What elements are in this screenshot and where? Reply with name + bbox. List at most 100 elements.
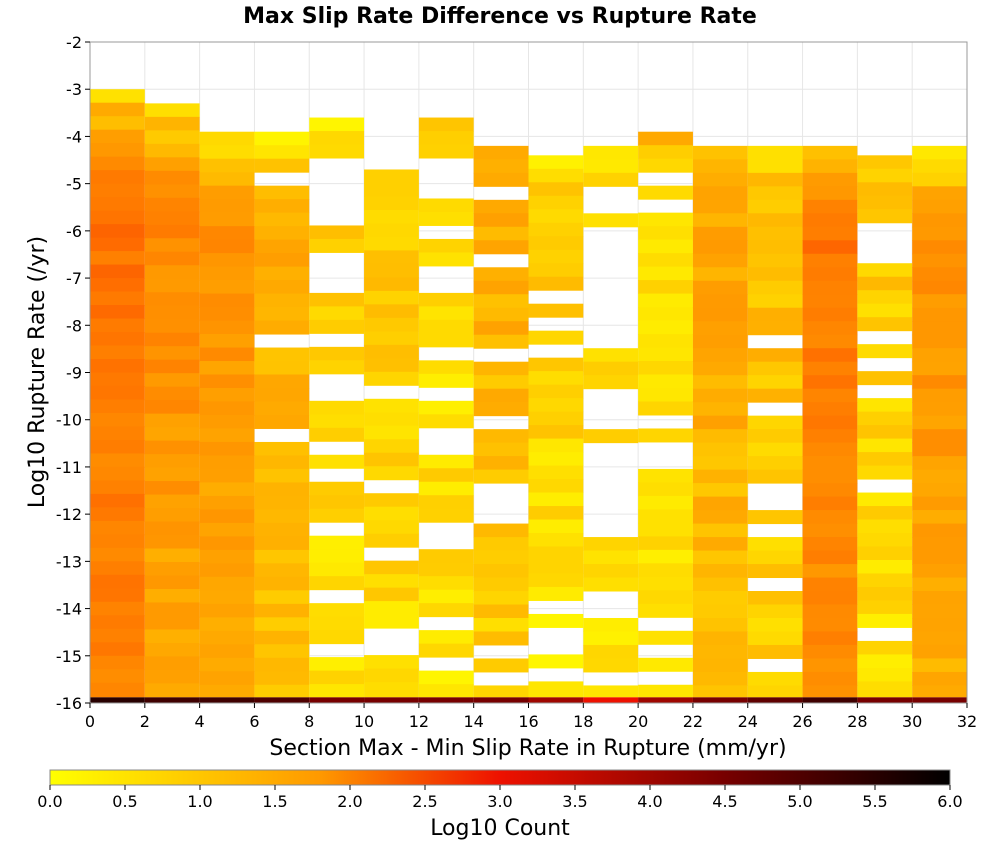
heatmap-cell <box>199 307 255 322</box>
heatmap-cell <box>802 348 858 363</box>
heatmap-cell <box>912 483 967 498</box>
heatmap-cell <box>692 280 748 295</box>
heatmap-cell <box>747 617 803 632</box>
heatmap-cell <box>802 159 858 174</box>
heatmap-cell <box>692 334 748 349</box>
heatmap-cell <box>912 510 967 525</box>
heatmap-cell <box>418 333 474 348</box>
heatmap-cell <box>528 533 584 547</box>
heatmap-cell <box>309 562 365 577</box>
x-tick-label: 28 <box>847 712 867 731</box>
heatmap-cell <box>90 574 145 589</box>
heatmap-cell <box>692 415 748 430</box>
heatmap-cell <box>199 280 255 295</box>
heatmap-cell <box>692 685 748 698</box>
heatmap-cell <box>802 172 858 187</box>
heatmap-cell <box>254 239 310 254</box>
heatmap-cell <box>802 267 858 282</box>
heatmap-cell <box>638 563 693 578</box>
heatmap-cell <box>638 549 693 564</box>
heatmap-cell <box>473 294 529 309</box>
heatmap-cell <box>364 371 419 386</box>
heatmap-cell <box>583 172 639 187</box>
heatmap-cell <box>90 493 145 508</box>
heatmap-cell <box>692 523 748 538</box>
heatmap-cell <box>692 456 748 471</box>
heatmap-cell <box>144 602 200 617</box>
heatmap-cell <box>802 199 858 214</box>
heatmap-cell <box>802 415 858 430</box>
heatmap-cell <box>528 263 584 278</box>
heatmap-cell <box>583 159 639 174</box>
heatmap-cell <box>90 102 145 117</box>
x-tick-label: 10 <box>354 712 374 731</box>
heatmap-cell <box>144 427 200 442</box>
heatmap-cell <box>309 684 365 698</box>
heatmap-cell <box>144 535 200 550</box>
heatmap-cell <box>254 266 310 281</box>
heatmap-cell <box>747 294 803 309</box>
y-tick-label: -2 <box>66 33 82 52</box>
heatmap-cell <box>473 604 529 619</box>
heatmap-cell <box>747 240 803 255</box>
heatmap-cell <box>254 630 310 645</box>
heatmap-cell <box>90 89 145 104</box>
heatmap-cell <box>144 615 200 630</box>
heatmap-cell <box>254 549 310 564</box>
heatmap-cell <box>364 290 419 305</box>
heatmap-cell <box>692 510 748 525</box>
heatmap-cell <box>638 428 693 443</box>
heatmap-cell <box>309 508 365 523</box>
heatmap-cell <box>857 573 913 588</box>
heatmap-cell <box>912 361 967 376</box>
heatmap-cell <box>473 550 529 565</box>
heatmap-cells <box>90 89 967 703</box>
heatmap-cell <box>638 212 693 227</box>
heatmap-cell <box>638 495 693 510</box>
heatmap-cell <box>857 533 913 547</box>
heatmap-cell <box>912 375 967 390</box>
heatmap-cell <box>802 294 858 309</box>
heatmap-cell <box>638 361 693 376</box>
heatmap-cell <box>90 628 145 643</box>
heatmap-cell <box>254 131 310 146</box>
heatmap-cell <box>473 145 529 160</box>
heatmap-cell <box>144 278 200 293</box>
heatmap-cell <box>473 577 529 592</box>
heatmap-cell <box>309 549 365 564</box>
heatmap-cell <box>638 226 693 241</box>
heatmap-cell <box>144 386 200 401</box>
heatmap-cell <box>90 426 145 441</box>
heatmap-cell-bottom <box>90 697 145 703</box>
heatmap-cell <box>418 562 474 577</box>
heatmap-cell <box>473 537 529 552</box>
heatmap-cell <box>90 399 145 414</box>
heatmap-cell <box>692 294 748 309</box>
heatmap-cell <box>144 494 200 509</box>
heatmap-cell <box>912 523 967 538</box>
colorbar-tick-label: 3.0 <box>487 792 512 811</box>
heatmap-cell <box>90 237 145 252</box>
heatmap-cell <box>309 346 365 361</box>
heatmap-cell <box>747 267 803 282</box>
heatmap-cell <box>418 549 474 564</box>
heatmap-cell <box>90 116 145 131</box>
heatmap-cell-bottom <box>747 697 803 703</box>
heatmap-cell <box>364 304 419 319</box>
y-tick-label: -14 <box>56 600 82 619</box>
heatmap-cell <box>254 603 310 618</box>
heatmap-cell-bottom <box>254 697 310 703</box>
heatmap-cell <box>309 414 365 429</box>
heatmap-cell <box>747 429 803 444</box>
x-tick-label: 4 <box>195 712 205 731</box>
heatmap-cell <box>857 654 913 669</box>
heatmap-cell <box>90 642 145 657</box>
heatmap-cell <box>90 669 145 684</box>
heatmap-cell-bottom <box>583 697 639 703</box>
heatmap-cell <box>254 482 310 497</box>
heatmap-cell <box>638 320 693 335</box>
heatmap-cell <box>254 320 310 335</box>
heatmap-cell <box>802 537 858 552</box>
heatmap-cell <box>144 642 200 657</box>
heatmap-cell <box>254 185 310 200</box>
